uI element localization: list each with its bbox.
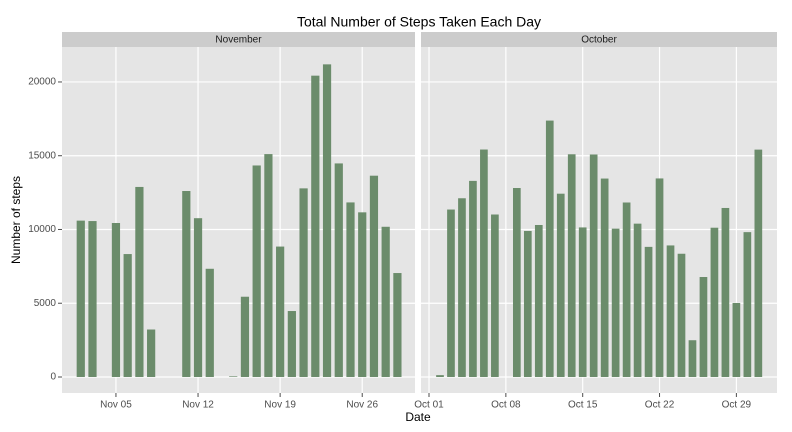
bar xyxy=(534,224,543,377)
bar xyxy=(578,227,587,377)
y-tick-label: 0 xyxy=(50,372,56,383)
x-tick-label: Oct 29 xyxy=(722,400,752,411)
bar xyxy=(743,232,752,377)
bar xyxy=(88,221,97,377)
strip-background xyxy=(62,32,415,47)
bar xyxy=(205,268,214,377)
bar xyxy=(677,253,686,377)
bar xyxy=(264,154,273,377)
bar xyxy=(358,212,367,377)
bar xyxy=(622,202,631,377)
bar xyxy=(589,154,598,377)
bar xyxy=(193,218,203,377)
y-tick-label: 15000 xyxy=(28,150,56,161)
bar xyxy=(458,198,466,377)
bar xyxy=(76,220,85,377)
y-tick-label: 5000 xyxy=(34,298,57,309)
x-tick-label: Nov 12 xyxy=(182,400,214,411)
bar xyxy=(491,214,499,377)
bar xyxy=(644,246,653,377)
bar xyxy=(633,223,642,377)
bar xyxy=(556,193,565,377)
bar xyxy=(666,245,675,377)
bar xyxy=(754,149,763,377)
bar xyxy=(655,178,664,377)
y-tick-label: 10000 xyxy=(28,224,56,235)
strip-background xyxy=(421,32,777,47)
bar xyxy=(480,149,488,377)
bar xyxy=(512,188,521,377)
x-tick-label: Oct 01 xyxy=(414,400,444,411)
chart-title: Total Number of Steps Taken Each Day xyxy=(297,14,541,30)
bar xyxy=(111,223,121,377)
panel-background xyxy=(62,47,415,393)
bar xyxy=(182,191,191,377)
bar xyxy=(123,254,132,377)
bar xyxy=(436,375,444,377)
bar xyxy=(369,175,379,377)
bar xyxy=(229,376,238,377)
bar xyxy=(447,209,455,377)
x-tick-label: Nov 26 xyxy=(346,400,378,411)
bar xyxy=(299,188,308,377)
bar xyxy=(699,277,708,377)
bar xyxy=(545,120,554,377)
bar xyxy=(252,165,261,377)
bar xyxy=(240,296,250,377)
x-tick-label: Oct 15 xyxy=(568,400,598,411)
x-tick-label: Oct 08 xyxy=(491,400,521,411)
y-axis-title: Number of steps xyxy=(9,176,23,264)
bar xyxy=(322,64,332,377)
bar xyxy=(393,273,402,377)
bar xyxy=(732,302,741,377)
x-tick-label: Nov 19 xyxy=(264,400,296,411)
x-axis-title: Date xyxy=(405,410,431,424)
bar xyxy=(611,228,620,377)
bar xyxy=(567,154,576,377)
bar xyxy=(147,329,156,377)
bar xyxy=(135,186,144,377)
bar xyxy=(710,227,719,377)
bar xyxy=(276,246,285,377)
bar xyxy=(287,311,296,377)
bar xyxy=(469,180,477,377)
bar xyxy=(523,230,532,377)
bar xyxy=(721,207,730,377)
bar xyxy=(381,226,390,377)
bar xyxy=(346,202,355,377)
y-tick-label: 20000 xyxy=(28,77,56,88)
x-tick-label: Nov 05 xyxy=(100,400,132,411)
strip-label: October xyxy=(581,35,617,46)
strip-label: November xyxy=(215,35,262,46)
x-tick-label: Oct 22 xyxy=(645,400,675,411)
bar xyxy=(334,163,343,377)
bar xyxy=(600,178,609,377)
bar xyxy=(688,340,697,377)
bar xyxy=(311,75,320,377)
